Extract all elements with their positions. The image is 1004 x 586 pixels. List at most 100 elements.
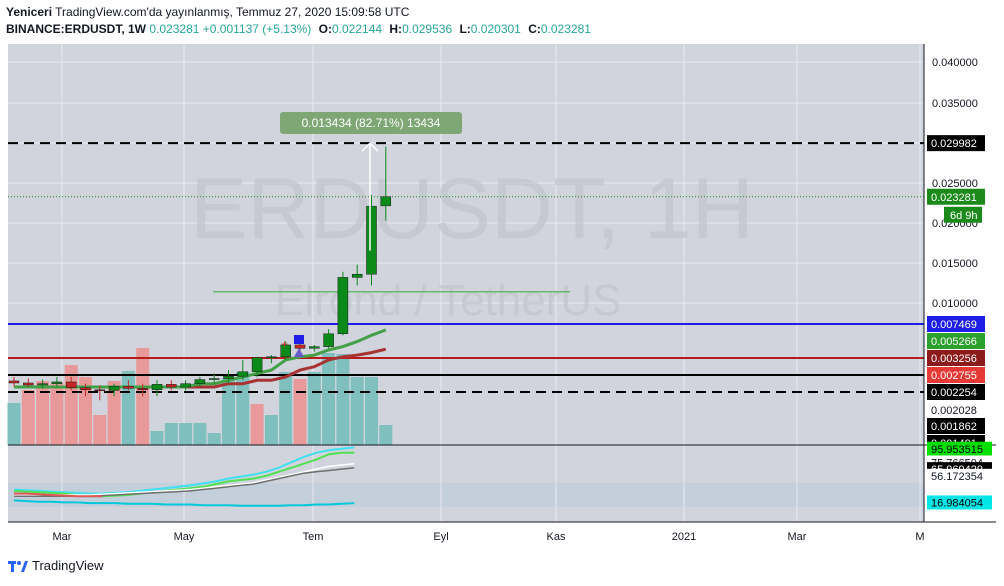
tradingview-logo-icon	[8, 560, 28, 572]
price-label-text: 0.002028	[931, 405, 977, 417]
open-value: 0.022144	[331, 22, 383, 36]
time-tick-label: 2021	[672, 531, 696, 543]
candle-body	[8, 380, 20, 384]
volume-bar	[93, 415, 107, 445]
candle-body	[223, 375, 234, 379]
volume-bar	[222, 378, 235, 445]
low-value: 0.020301	[470, 22, 521, 36]
volume-bar	[164, 423, 178, 445]
candle-body	[337, 277, 349, 335]
volume-bar	[322, 353, 336, 445]
price-tick-label: 0.035000	[932, 98, 978, 110]
author-name: Yeniceri	[6, 5, 53, 19]
high-label: H:	[389, 22, 403, 36]
markers: +	[281, 335, 304, 357]
price-label-text: 0.007469	[931, 319, 977, 331]
price-tick-label: 0.040000	[932, 57, 978, 69]
volume-bar	[179, 423, 193, 445]
price-label-text: 0.023281	[931, 192, 977, 204]
price-tick-label: 0.025000	[932, 178, 978, 190]
candles	[8, 146, 392, 401]
volume-bar	[121, 371, 135, 445]
high-value: 0.029536	[402, 22, 453, 36]
close-value: 0.023281	[540, 22, 591, 36]
volume-bar	[79, 377, 92, 445]
candle-body	[23, 382, 34, 386]
price-label-badge	[927, 188, 985, 205]
price-label-badge	[927, 402, 985, 418]
volume-bar	[150, 431, 164, 445]
time-tick-label: Tem	[303, 531, 324, 543]
candle-body	[37, 383, 48, 386]
publish-info: Yeniceri TradingView.com'da yayınlanmış,…	[6, 5, 409, 19]
price-label-badge	[927, 418, 985, 434]
volume-bar	[7, 403, 21, 445]
price-labels: 0.029982 0.023281 0.007469 0.005266 0.003256…	[927, 135, 985, 451]
watermark: ERDUSDT, 1H Elrond / TetherUS	[190, 161, 754, 325]
candle-body	[137, 388, 148, 391]
candle-body	[94, 389, 106, 392]
osc-cyan-lower-line	[13, 499, 355, 507]
candle-body	[251, 357, 263, 373]
price-label-text: 0.005266	[931, 336, 977, 348]
price-label-text: 0.001862	[931, 421, 977, 433]
candle-body	[323, 333, 334, 347]
oscillator-lines	[13, 446, 355, 507]
price-label-badge	[927, 367, 985, 383]
time-tick-label: Kas	[547, 531, 566, 543]
watermark-symbol: ERDUSDT, 1H	[190, 161, 754, 257]
candle-body	[380, 196, 392, 207]
time-tick-label: M	[915, 531, 924, 543]
candle-body	[80, 387, 91, 391]
low-label: L:	[459, 22, 471, 36]
price-label-text: 0.003256	[931, 353, 977, 365]
volume-bar	[365, 377, 378, 445]
candle-body	[65, 381, 77, 388]
osc-band	[8, 483, 924, 507]
price-label-badge	[927, 135, 985, 152]
measure-label: 0.013434 (82.71%) 13434	[302, 116, 441, 130]
close-label: C:	[528, 22, 541, 36]
oscillator-axis[interactable]: 95.95351575.76650465.96942956.17235416.9…	[927, 441, 992, 510]
watermark-name: Elrond / TetherUS	[275, 276, 621, 325]
osc-red-line	[14, 492, 103, 498]
osc-label-badge	[927, 495, 992, 510]
candle-body	[309, 346, 320, 349]
volume-bar	[136, 348, 150, 445]
publish-text: TradingView.com'da yayınlanmış, Temmuz 2…	[55, 5, 410, 19]
price-label-text: 0.002254	[931, 387, 977, 399]
price-tick-label: 0.010000	[932, 298, 978, 310]
horizontal-lines	[8, 142, 924, 393]
volume-bar	[236, 372, 250, 445]
ohlc-legend: BINANCE:ERDUSDT, 1W 0.023281 +0.001137 (…	[6, 22, 591, 36]
candle-body	[237, 371, 249, 377]
cross-marker-icon: +	[281, 337, 288, 351]
volume-bar	[264, 415, 278, 445]
price-axis[interactable]: 0.0400000.0350000.0300000.0250000.020000…	[932, 57, 978, 310]
open-label: O:	[318, 22, 332, 36]
time-axis[interactable]: Mar May Tem Eyl Kas 2021 Mar M	[53, 531, 925, 543]
volume-bar	[21, 390, 35, 445]
measure-badge	[280, 112, 462, 134]
time-tick-label: Eyl	[433, 531, 448, 543]
osc-label-text: 16.984054	[931, 497, 983, 509]
candle-body	[280, 344, 291, 358]
symbol-label: BINANCE:ERDUSDT, 1W	[6, 22, 147, 36]
brand-name: TradingView	[32, 558, 104, 573]
candle-body	[294, 344, 306, 349]
candle-body	[266, 356, 277, 359]
volume-bar	[50, 383, 64, 445]
volume-bar	[250, 404, 264, 445]
candle-body	[351, 273, 363, 278]
volume-bar	[279, 372, 293, 445]
countdown-badge	[944, 206, 982, 223]
time-tick-label: May	[174, 531, 195, 543]
candle-body	[194, 379, 206, 384]
candle-body	[151, 384, 163, 391]
osc-label-text: 56.172354	[931, 471, 983, 483]
countdown-label: 6d 9h	[950, 210, 978, 222]
candle-body	[180, 383, 191, 388]
volume-bar	[193, 423, 207, 445]
time-tick-label: Mar	[53, 531, 72, 543]
